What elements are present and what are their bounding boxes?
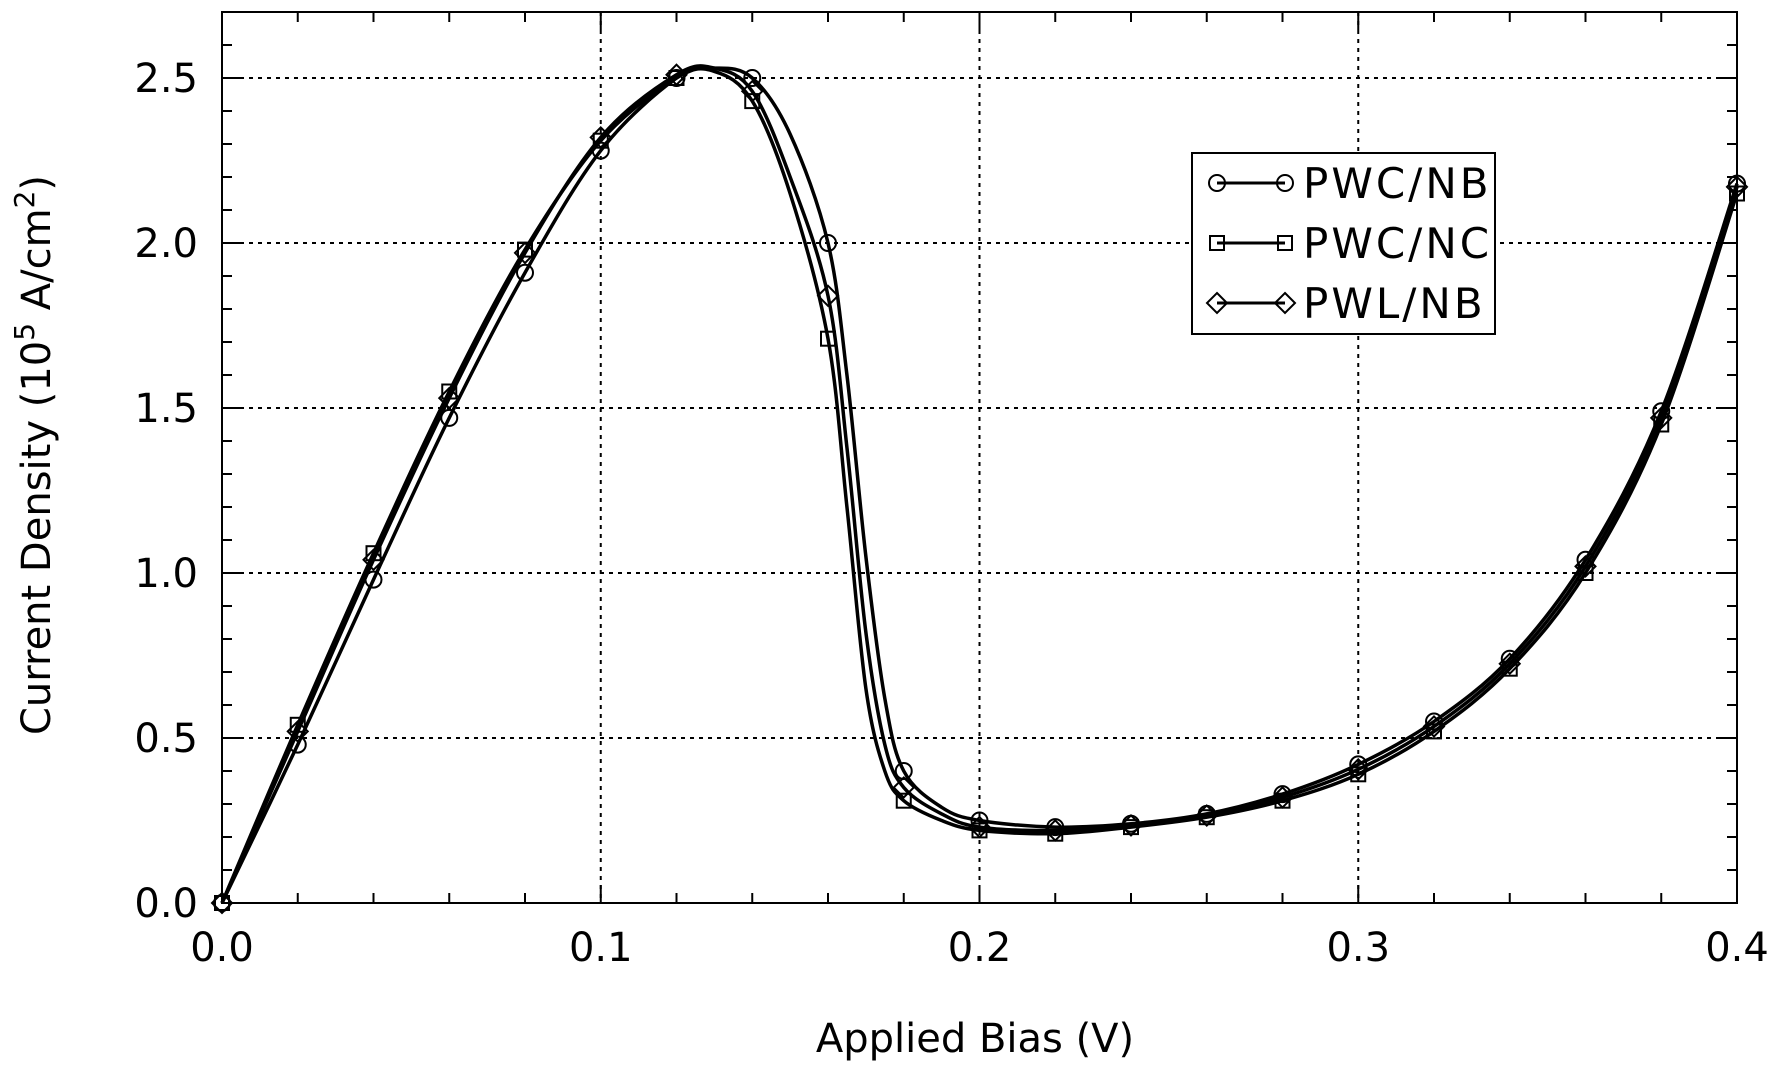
data-point [1195, 804, 1219, 827]
data-point [1119, 814, 1143, 837]
data-point [894, 762, 913, 780]
y-axis-title-prefix: Current Density (10 [14, 341, 60, 735]
data-point [819, 234, 837, 252]
legend-label: PWL/NB [1303, 279, 1486, 328]
data-point [968, 815, 991, 839]
x-tick-label: 0.1 [569, 925, 633, 971]
x-tick-label: 0.3 [1326, 925, 1390, 971]
data-point [1649, 406, 1673, 430]
series-line [220, 67, 1739, 904]
data-point [1498, 652, 1522, 676]
series-layer [210, 63, 1749, 915]
y-axis-title-exp2: 2 [8, 191, 41, 209]
y-axis-title: Current Density (105 A/cm2) [8, 175, 60, 735]
legend: PWC/NB PWC/NC PWL/NB [1191, 152, 1496, 335]
x-tick-label: 0.4 [1705, 925, 1769, 971]
data-point [516, 263, 534, 282]
legend-marker-end [1276, 174, 1294, 192]
data-point [1271, 785, 1294, 809]
legend-item: PWC/NC [1209, 219, 1492, 268]
y-tick-label: 1.0 [134, 551, 198, 597]
data-point [740, 79, 764, 103]
ticks [221, 11, 1738, 904]
data-point [1346, 757, 1370, 781]
y-axis-title-suffix: ) [14, 175, 60, 191]
series-line [220, 64, 1739, 904]
data-point [895, 792, 912, 809]
data-point [286, 719, 310, 743]
x-tick-label: 0.2 [948, 925, 1012, 971]
grid [222, 12, 1737, 903]
y-tick-label: 0.5 [134, 716, 198, 762]
data-point [362, 548, 385, 572]
legend-label: PWC/NB [1303, 159, 1492, 208]
series-line [220, 65, 1739, 904]
x-axis-title: Applied Bias (V) [816, 1016, 1134, 1062]
legend-marker-end [1273, 291, 1297, 315]
legend-label: PWC/NC [1303, 219, 1492, 268]
y-tick-label: 1.5 [134, 386, 198, 432]
data-point [589, 125, 613, 149]
y-tick-label: 2.0 [134, 221, 198, 267]
data-point [210, 891, 234, 915]
data-point [816, 284, 840, 308]
data-point [437, 386, 461, 410]
data-point [665, 63, 688, 87]
tick-labels: 0.0 0.1 0.2 0.3 0.4 0.0 0.5 1.0 1.5 2.0 2.5 [134, 56, 1768, 971]
x-tick-label: 0.0 [190, 925, 254, 971]
data-point [1043, 818, 1067, 842]
y-tick-label: 2.5 [134, 56, 198, 102]
y-tick-label: 0.0 [134, 881, 198, 927]
legend-item: PWL/NB [1205, 279, 1486, 328]
legend-marker-start [1208, 174, 1226, 192]
data-point [513, 241, 537, 265]
legend-marker-start [1209, 235, 1225, 251]
series-pwl-nb [210, 63, 1749, 915]
data-point [743, 69, 762, 87]
data-point [1422, 715, 1446, 738]
legend-item: PWC/NB [1208, 159, 1492, 208]
legend-items: PWC/NB PWC/NC PWL/NB [1205, 159, 1492, 328]
y-axis-title-exp1: 5 [8, 323, 41, 341]
legend-marker-end [1277, 235, 1293, 251]
y-axis-title-mid: A/cm [14, 208, 60, 323]
data-point [892, 776, 916, 799]
data-point [1574, 554, 1597, 578]
legend-marker-start [1205, 291, 1229, 315]
